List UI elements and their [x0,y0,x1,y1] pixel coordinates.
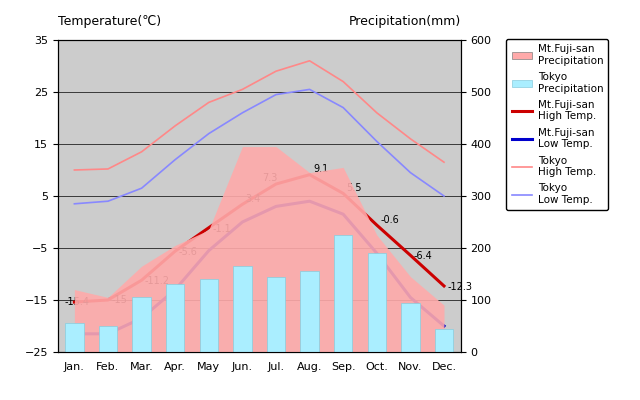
Text: -1.1: -1.1 [212,224,231,234]
Bar [200,279,218,352]
Text: -0.6: -0.6 [380,214,399,224]
Text: Precipitation(mm): Precipitation(mm) [349,14,461,28]
Text: 9.1: 9.1 [313,164,328,174]
Bar [99,326,117,352]
Text: 7.3: 7.3 [262,174,278,184]
Text: -12.3: -12.3 [447,282,472,292]
Text: -5.6: -5.6 [179,247,197,257]
Text: -15.4: -15.4 [64,297,90,307]
Bar [132,298,151,352]
Text: 3.4: 3.4 [246,194,261,204]
Bar [233,266,252,352]
Text: 5.5: 5.5 [347,183,362,193]
Legend: Mt.Fuji-san
Precipitation, Tokyo
Precipitation, Mt.Fuji-san
High Temp., Mt.Fuji-: Mt.Fuji-san Precipitation, Tokyo Precipi… [506,39,609,210]
Bar [300,271,319,352]
Bar [401,302,420,352]
Text: -15: -15 [111,294,127,305]
Bar [267,277,285,352]
Bar [334,235,353,352]
Bar [166,284,184,352]
Bar [435,329,453,352]
Bar [367,253,386,352]
Text: -6.4: -6.4 [413,252,433,262]
Text: -11.2: -11.2 [145,276,170,286]
Bar [65,323,84,352]
Text: Temperature(℃): Temperature(℃) [58,14,161,28]
